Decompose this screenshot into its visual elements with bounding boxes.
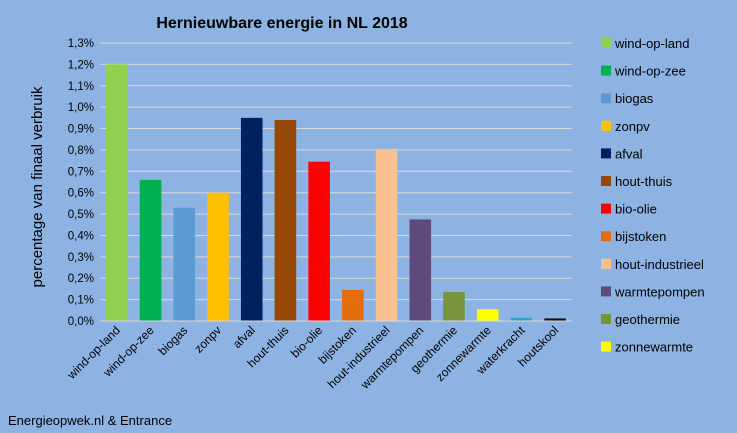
legend-swatch [601,38,611,48]
legend-label: zonnewarmte [615,340,693,355]
bar-warmtepompen [409,219,432,321]
y-tick-label: 1,2% [68,59,94,71]
y-tick-label: 0,6% [68,188,94,200]
source-note: Energieopwek.nl & Entrance [8,413,172,428]
bar-afval [240,117,263,321]
y-tick-label: 0,9% [68,124,94,136]
legend-swatch [601,314,611,324]
legend-swatch [601,120,611,131]
y-tick-label: 1,3% [68,38,94,50]
legend-swatch [601,93,611,104]
bar-hout-thuis [274,119,297,321]
legend-label: bijstoken [615,229,666,244]
legend-label: hout-industrieel [615,257,704,272]
legend-label: warmtepompen [614,284,705,299]
chart-title: Hernieuwbare energie in NL 2018 [156,15,407,32]
x-tick-label: zonpv [192,323,225,356]
legend-swatch [601,286,611,297]
gridlines [100,42,572,301]
y-tick-label: 1,0% [68,102,94,114]
bar-hout-industrieel [375,148,398,321]
bar-bio-olie [308,161,330,321]
legend-swatch [601,258,611,269]
y-tick-label: 0,5% [68,209,94,221]
legend-swatch [601,148,611,159]
legend: wind-op-land wind-op-zee biogas zonpv afval h… [601,36,705,355]
bar-wind-op-land [106,64,128,321]
y-tick-label: 0,4% [68,230,94,242]
legend-swatch [601,65,611,76]
bar-waterkracht [510,317,533,321]
legend-label: biogas [615,91,654,106]
legend-swatch [601,203,611,214]
y-tick-label: 0,2% [68,273,94,285]
legend-label: wind-op-zee [614,64,686,79]
legend-label: wind-op-land [614,36,689,51]
y-tick-label: 0,7% [68,166,94,178]
x-tick-label: biogas [155,323,190,358]
legend-label: hout-thuis [615,174,673,189]
bar-biogas [173,207,196,321]
y-tick-label: 0,3% [68,252,94,264]
legend-label: bio-olie [615,202,657,217]
legend-label: afval [615,146,643,161]
bar-zonpv [207,192,229,321]
legend-swatch [601,176,611,186]
y-tick-label: 0,1% [68,295,94,307]
y-tick-label: 0,0% [68,316,94,328]
y-axis-label: percentage van finaal verbruik [29,86,46,287]
bar-wind-op-zee [139,179,162,321]
bar-bijstoken [342,289,364,321]
bar-houtskool [544,318,566,321]
bar-zonnewarmte [476,309,499,321]
y-axis-ticks: 0,0% 0,1% 0,2% 0,3% 0,4% 0,5% 0,6% 0,7% 0,8% 0,9%… [68,38,94,328]
y-tick-label: 0,8% [68,145,94,157]
y-tick-label: 1,1% [68,81,94,93]
x-tick-label: afval [230,323,258,351]
legend-label: geothermie [615,312,680,327]
legend-swatch [601,341,611,352]
bar-geothermie [443,292,465,321]
legend-label: zonpv [615,119,650,134]
bars [106,64,566,321]
legend-swatch [601,231,611,242]
